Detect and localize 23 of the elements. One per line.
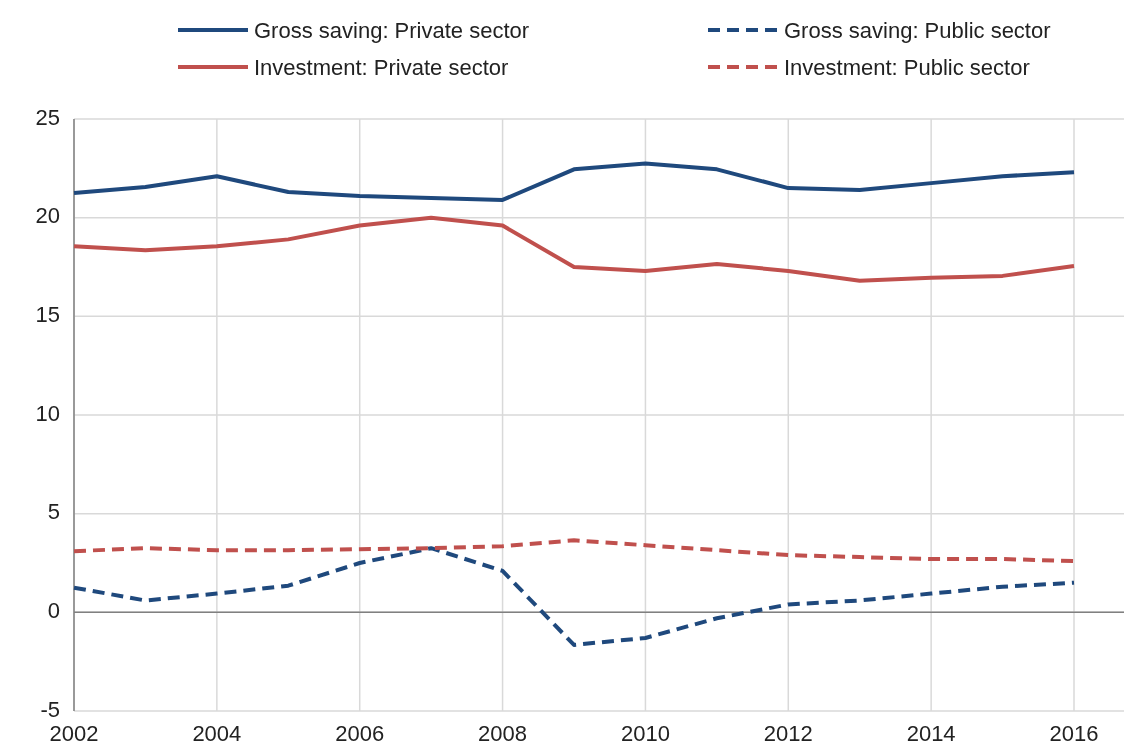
x-tick-label: 2004 <box>192 721 242 746</box>
legend-label: Gross saving: Public sector <box>784 18 1051 43</box>
line-series <box>72 215 1076 283</box>
legend-label: Gross saving: Private sector <box>254 18 530 43</box>
x-tick-label: 2012 <box>763 721 813 746</box>
y-tick-label: 0 <box>47 598 60 624</box>
y-tick-label: 25 <box>35 104 60 130</box>
y-tick-label: 15 <box>35 302 60 328</box>
x-tick-label: 2008 <box>478 721 528 746</box>
y-tick-label: 5 <box>47 499 60 525</box>
x-tick-label: 2010 <box>620 721 670 746</box>
x-tick-label: 2002 <box>49 721 99 746</box>
line-series <box>72 546 1076 647</box>
y-tick-label: 20 <box>35 203 60 229</box>
x-tick-label: 2006 <box>335 721 385 746</box>
y-tick-label: -5 <box>40 696 60 722</box>
x-tick-label: 2016 <box>1049 721 1099 746</box>
legend-label: Investment: Public sector <box>784 55 1030 80</box>
y-tick-label: 10 <box>35 400 60 426</box>
legend-label: Investment: Private sector <box>254 55 509 80</box>
x-tick-label: 2014 <box>906 721 956 746</box>
line-series <box>72 161 1076 202</box>
line-series <box>72 538 1076 564</box>
